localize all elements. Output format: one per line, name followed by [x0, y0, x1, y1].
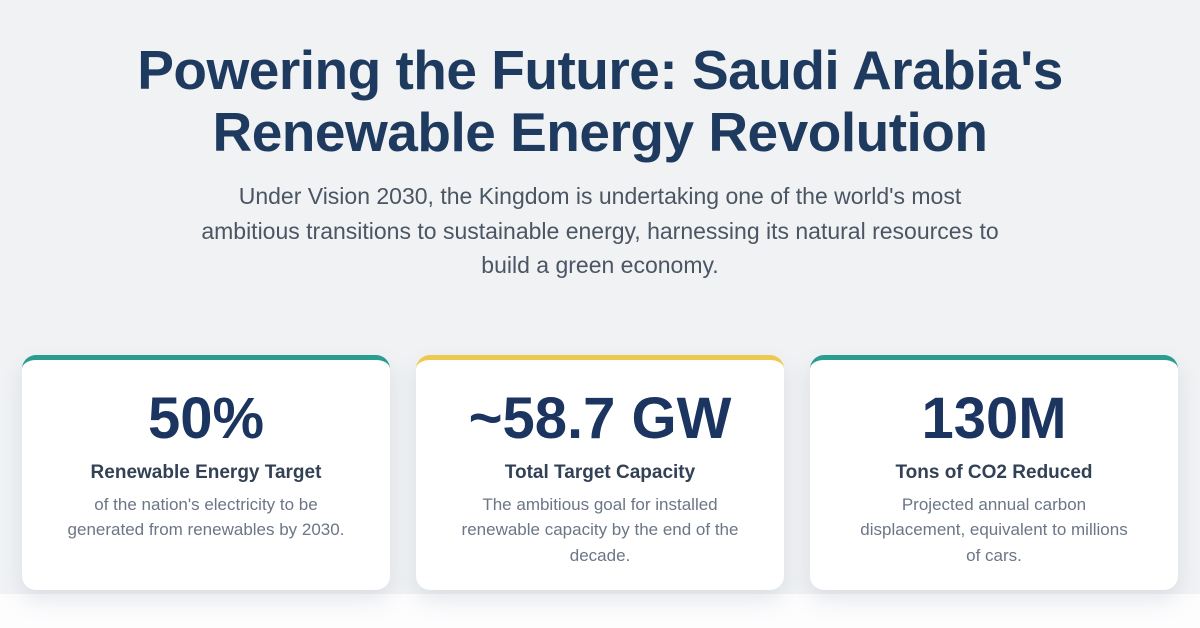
page-subtitle: Under Vision 2030, the Kingdom is undert… — [201, 183, 999, 279]
stat-value: 130M — [921, 385, 1067, 451]
stat-description: Projected annual carbon displacement, eq… — [860, 494, 1128, 565]
stat-cards-row: 50% Renewable Energy Target of the natio… — [22, 354, 1178, 590]
stat-value: 50% — [147, 385, 265, 451]
page-title: Powering the Future: Saudi Arabia's Rene… — [137, 39, 1063, 163]
stat-value: ~58.7 GW — [468, 385, 732, 451]
hero-section: Powering the Future: Saudi Arabia's Rene… — [0, 0, 1200, 594]
stat-label: Renewable Energy Target — [90, 461, 322, 483]
stat-label: Total Target Capacity — [504, 461, 696, 483]
stat-label: Tons of CO2 Reduced — [895, 461, 1093, 483]
stat-description: of the nation's electricity to be genera… — [67, 494, 345, 540]
stat-card-co2-reduced: 130M Tons of CO2 Reduced Projected annua… — [810, 354, 1178, 590]
stat-description: The ambitious goal for installed renewab… — [461, 494, 739, 565]
next-section-band — [0, 594, 1200, 628]
stat-card-renewable-target: 50% Renewable Energy Target of the natio… — [22, 354, 390, 590]
stat-card-target-capacity: ~58.7 GW Total Target Capacity The ambit… — [416, 354, 784, 590]
